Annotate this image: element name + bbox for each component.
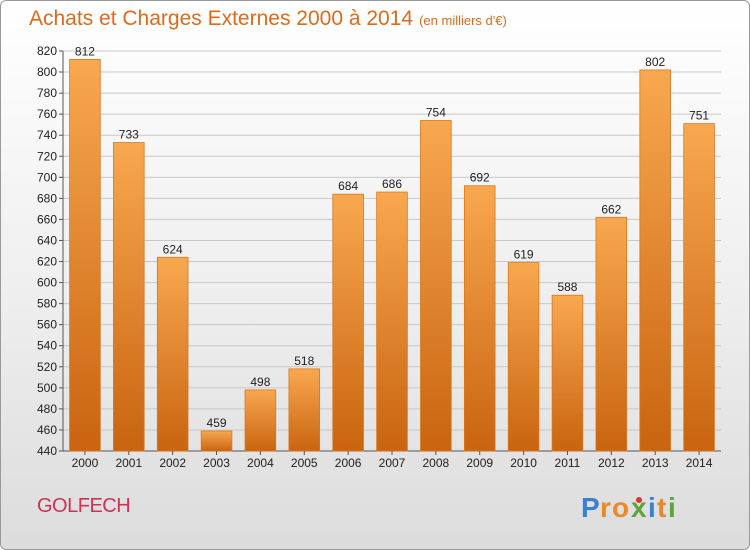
svg-text:i: i	[648, 492, 656, 523]
bar-value-label: 754	[426, 105, 446, 119]
bar-value-label: 751	[689, 109, 709, 123]
bar	[376, 191, 408, 452]
y-tick-label: 720	[37, 149, 57, 163]
x-tick-label: 2001	[115, 456, 142, 470]
y-tick-label: 560	[37, 318, 57, 332]
bar	[639, 69, 671, 452]
bar-value-label: 498	[250, 375, 270, 389]
bar	[595, 216, 628, 452]
chart-title-text: Achats et Charges Externes 2000 à 2014	[29, 7, 414, 30]
bar	[113, 142, 145, 452]
bar	[288, 368, 321, 452]
proxiti-logo[interactable]: P r o x i t i	[581, 488, 691, 524]
y-tick-label: 500	[37, 381, 57, 395]
x-tick-label: 2012	[598, 456, 625, 470]
x-tick-label: 2006	[335, 456, 362, 470]
y-tick-label: 540	[37, 339, 57, 353]
x-tick-label: 2003	[203, 456, 230, 470]
svg-text:P: P	[581, 492, 600, 523]
svg-text:x: x	[631, 492, 647, 523]
bar-value-label: 733	[119, 128, 139, 142]
y-tick-label: 620	[37, 255, 57, 269]
y-tick-label: 760	[37, 107, 57, 121]
y-tick-label: 460	[37, 423, 57, 437]
x-tick-label: 2000	[72, 456, 99, 470]
x-tick-label: 2014	[686, 456, 713, 470]
chart-unit: (en milliers d'€)	[419, 13, 507, 28]
y-tick-label: 800	[37, 65, 57, 79]
x-tick-label: 2002	[159, 456, 186, 470]
bar	[244, 389, 277, 452]
svg-text:o: o	[612, 492, 629, 523]
bar	[683, 123, 715, 452]
y-tick-label: 820	[37, 44, 57, 58]
bar-value-label: 812	[75, 44, 95, 58]
x-tick-label: 2010	[510, 456, 537, 470]
bar	[420, 120, 452, 452]
bar	[200, 430, 233, 452]
y-tick-label: 520	[37, 360, 57, 374]
y-tick-label: 480	[37, 402, 57, 416]
bar	[507, 262, 540, 452]
bar-value-label: 692	[470, 171, 490, 185]
bar-value-label: 619	[514, 248, 534, 262]
y-tick-label: 780	[37, 86, 57, 100]
bar	[156, 256, 189, 452]
chart-title: Achats et Charges Externes 2000 à 2014 (e…	[29, 7, 507, 31]
svg-text:t: t	[657, 492, 666, 523]
y-tick-label: 700	[37, 170, 57, 184]
bar-value-label: 802	[645, 55, 665, 69]
bar	[69, 59, 101, 452]
x-tick-label: 2005	[291, 456, 318, 470]
y-tick-label: 680	[37, 191, 57, 205]
x-tick-label: 2013	[642, 456, 669, 470]
bar-value-label: 686	[382, 177, 402, 191]
bar	[551, 294, 584, 452]
bar	[332, 193, 364, 452]
y-tick-label: 640	[37, 233, 57, 247]
bar-value-label: 624	[163, 242, 183, 256]
bar-value-label: 588	[557, 280, 577, 294]
y-tick-label: 740	[37, 128, 57, 142]
svg-text:r: r	[600, 492, 611, 523]
bar-value-label: 684	[338, 179, 358, 193]
x-tick-label: 2009	[466, 456, 493, 470]
x-tick-label: 2011	[555, 456, 581, 470]
svg-text:i: i	[668, 492, 676, 523]
bar-value-label: 662	[601, 202, 621, 216]
bar-value-label: 459	[207, 416, 227, 430]
plot-area: 440 460 480 500 520 540 560 580 600 620 640 660 680 7…	[37, 44, 721, 470]
bar-value-label: 518	[294, 354, 314, 368]
y-tick-label: 660	[37, 212, 57, 226]
y-tick-label: 580	[37, 297, 57, 311]
y-tick-label: 600	[37, 276, 57, 290]
commune-name: GOLFECH	[37, 495, 131, 517]
y-tick-label: 440	[37, 444, 57, 458]
x-tick-label: 2004	[247, 456, 274, 470]
x-tick-label: 2007	[379, 456, 406, 470]
x-tick-label: 2008	[423, 456, 450, 470]
bar	[463, 185, 496, 452]
